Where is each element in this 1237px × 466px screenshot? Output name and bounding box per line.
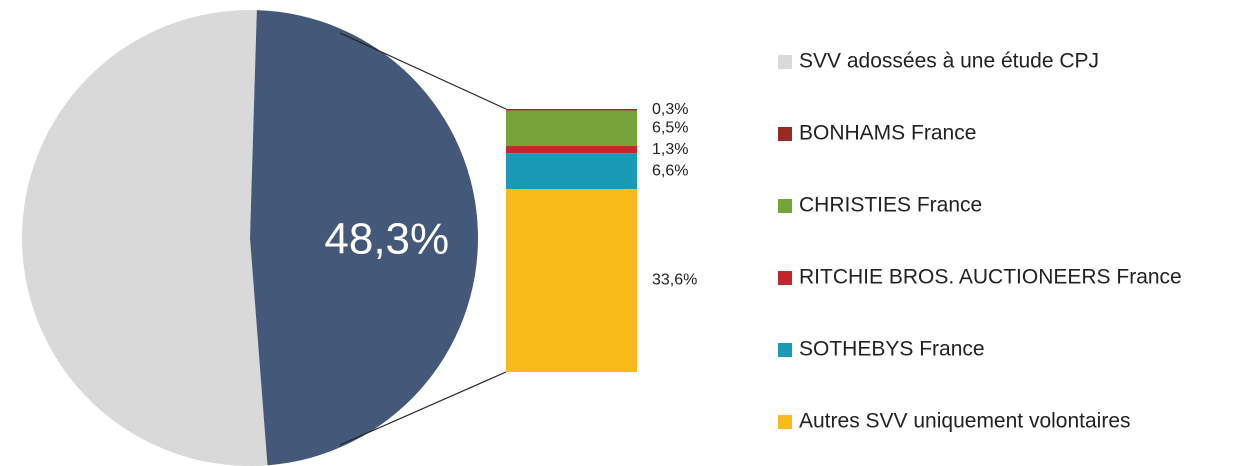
bar-segment [506, 146, 637, 154]
legend-swatch [778, 199, 792, 213]
legend-label: SOTHEBYS France [799, 338, 985, 361]
bar-segment [506, 109, 637, 111]
bar-segment [506, 153, 637, 190]
connector [339, 371, 507, 446]
legend-label: BONHAMS France [799, 122, 976, 145]
connector [339, 32, 507, 110]
bar-segment [506, 110, 637, 147]
legend-swatch [778, 271, 792, 285]
data-label: 33,6% [652, 272, 697, 289]
legend-label: SVV adossées à une étude CPJ [799, 50, 1099, 73]
legend-label: RITCHIE BROS. AUCTIONEERS France [799, 266, 1182, 289]
legend-label: Autres SVV uniquement volontaires [799, 410, 1131, 433]
data-label: 6,6% [652, 162, 688, 179]
data-label: 1,3% [652, 141, 688, 158]
legend-swatch [778, 415, 792, 429]
slice-label: 48,3% [324, 215, 449, 264]
data-label: 0,3% [652, 101, 688, 118]
pie-slice [22, 9, 268, 466]
pie-slice [250, 10, 479, 466]
legend-swatch [778, 55, 792, 69]
legend-swatch [778, 127, 792, 141]
bar-segment [506, 189, 637, 372]
legend-swatch [778, 343, 792, 357]
data-label: 6,5% [652, 120, 688, 137]
legend-label: CHRISTIES France [799, 194, 982, 217]
